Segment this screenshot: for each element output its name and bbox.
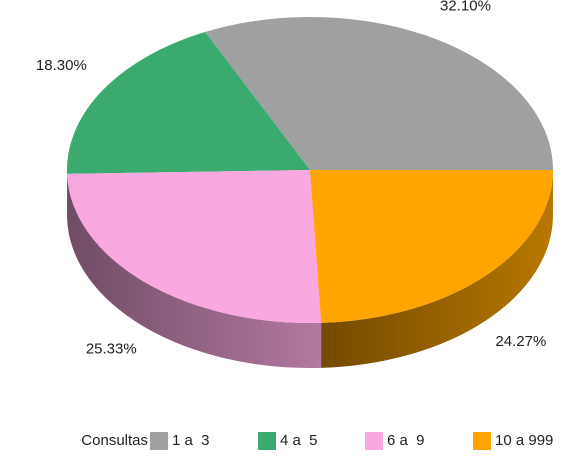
legend-label: 4 a 5 [280,432,318,449]
slice-side [321,170,553,368]
legend-title: Consultas [81,432,148,449]
slice-side [67,173,322,368]
slice [205,16,553,170]
slice [67,170,322,323]
legend-label: 6 a 9 [387,432,425,449]
legend-label: 10 a 999 [495,432,553,449]
slice [310,170,553,323]
legend-swatch [150,432,168,450]
legend-label: 1 a 3 [172,432,210,449]
data-label: 24.27% [495,333,546,350]
data-label: 32.10% [440,0,491,15]
legend-swatch [365,432,383,450]
legend-swatch [258,432,276,450]
data-label: 25.33% [86,340,137,357]
legend-swatch [473,432,491,450]
data-label: 18.30% [36,57,87,74]
slice [66,31,310,174]
